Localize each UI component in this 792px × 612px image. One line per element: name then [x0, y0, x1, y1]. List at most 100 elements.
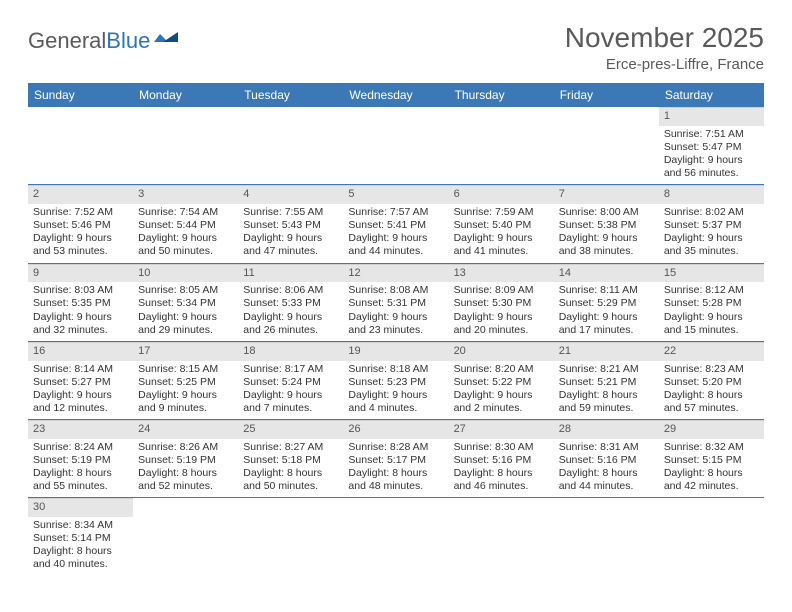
daylight-text-2: and 41 minutes.: [454, 245, 549, 258]
day-cell: 20 Sunrise: 8:20 AMSunset: 5:22 PMDayligh…: [449, 342, 554, 419]
day-number: 27: [449, 420, 554, 439]
day-header-monday: Monday: [133, 83, 238, 107]
day-number: 7: [554, 185, 659, 204]
logo: GeneralBlue: [28, 28, 180, 54]
sunset-text: Sunset: 5:47 PM: [664, 141, 759, 154]
sunset-text: Sunset: 5:46 PM: [33, 219, 128, 232]
sunset-text: Sunset: 5:28 PM: [664, 297, 759, 310]
day-number: 21: [554, 342, 659, 361]
day-cell: [133, 498, 238, 575]
daylight-text-2: and 2 minutes.: [454, 402, 549, 415]
day-cell: 26Sunrise: 8:28 AMSunset: 5:17 PMDayligh…: [343, 420, 448, 497]
sunrise-text: Sunrise: 8:27 AM: [243, 441, 338, 454]
day-cell: 7Sunrise: 8:00 AMSunset: 5:38 PMDaylight…: [554, 185, 659, 262]
day-number: 2: [28, 185, 133, 204]
page-header: GeneralBlue November 2025 Erce-pres-Liff…: [28, 22, 764, 73]
sunrise-text: Sunrise: 8:03 AM: [33, 284, 128, 297]
day-content: Sunrise: 8:21 AMSunset: 5:21 PMDaylight:…: [554, 361, 659, 420]
sunset-text: Sunset: 5:20 PM: [664, 376, 759, 389]
sunrise-text: Sunrise: 8:34 AM: [33, 519, 128, 532]
day-number: 20: [449, 342, 554, 361]
daylight-text: Daylight: 9 hours: [348, 232, 443, 245]
daylight-text: Daylight: 9 hours: [454, 311, 549, 324]
day-cell: 9Sunrise: 8:03 AMSunset: 5:35 PMDaylight…: [28, 264, 133, 341]
day-number: 26: [343, 420, 448, 439]
weeks-container: 1Sunrise: 7:51 AMSunset: 5:47 PMDaylight…: [28, 107, 764, 576]
location-text: Erce-pres-Liffre, France: [565, 56, 764, 73]
sunset-text: Sunset: 5:44 PM: [138, 219, 233, 232]
day-header-friday: Friday: [554, 83, 659, 107]
daylight-text-2: and 40 minutes.: [33, 558, 128, 571]
day-number: 3: [133, 185, 238, 204]
daylight-text-2: and 50 minutes.: [138, 245, 233, 258]
daylight-text: Daylight: 9 hours: [33, 311, 128, 324]
day-cell: [238, 107, 343, 184]
day-content: Sunrise: 7:52 AMSunset: 5:46 PMDaylight:…: [28, 204, 133, 263]
day-cell: 28Sunrise: 8:31 AMSunset: 5:16 PMDayligh…: [554, 420, 659, 497]
day-number: 12: [343, 264, 448, 283]
sunset-text: Sunset: 5:38 PM: [559, 219, 654, 232]
day-cell: [449, 498, 554, 575]
sunrise-text: Sunrise: 7:51 AM: [664, 128, 759, 141]
daylight-text: Daylight: 9 hours: [559, 311, 654, 324]
sunset-text: Sunset: 5:33 PM: [243, 297, 338, 310]
sunrise-text: Sunrise: 8:15 AM: [138, 363, 233, 376]
sunset-text: Sunset: 5:22 PM: [454, 376, 549, 389]
day-number: 29: [659, 420, 764, 439]
day-content: Sunrise: 8:28 AMSunset: 5:17 PMDaylight:…: [343, 439, 448, 498]
calendar-page: GeneralBlue November 2025 Erce-pres-Liff…: [0, 0, 792, 576]
sunset-text: Sunset: 5:40 PM: [454, 219, 549, 232]
day-cell: 5Sunrise: 7:57 AMSunset: 5:41 PMDaylight…: [343, 185, 448, 262]
daylight-text: Daylight: 8 hours: [664, 389, 759, 402]
sunset-text: Sunset: 5:21 PM: [559, 376, 654, 389]
sunrise-text: Sunrise: 7:59 AM: [454, 206, 549, 219]
day-header-saturday: Saturday: [659, 83, 764, 107]
day-number: 30: [28, 498, 133, 517]
day-cell: 23Sunrise: 8:24 AMSunset: 5:19 PMDayligh…: [28, 420, 133, 497]
day-cell: [343, 107, 448, 184]
daylight-text: Daylight: 8 hours: [559, 389, 654, 402]
daylight-text-2: and 12 minutes.: [33, 402, 128, 415]
day-cell: 14Sunrise: 8:11 AMSunset: 5:29 PMDayligh…: [554, 264, 659, 341]
sunrise-text: Sunrise: 8:20 AM: [454, 363, 549, 376]
sunrise-text: Sunrise: 8:18 AM: [348, 363, 443, 376]
daylight-text: Daylight: 9 hours: [454, 232, 549, 245]
day-number: 22: [659, 342, 764, 361]
daylight-text-2: and 35 minutes.: [664, 245, 759, 258]
daylight-text: Daylight: 9 hours: [454, 389, 549, 402]
sunrise-text: Sunrise: 8:14 AM: [33, 363, 128, 376]
day-number: 17: [133, 342, 238, 361]
week-row: 30Sunrise: 8:34 AMSunset: 5:14 PMDayligh…: [28, 498, 764, 575]
day-cell: 13Sunrise: 8:09 AMSunset: 5:30 PMDayligh…: [449, 264, 554, 341]
sunset-text: Sunset: 5:15 PM: [664, 454, 759, 467]
day-content: Sunrise: 7:51 AMSunset: 5:47 PMDaylight:…: [659, 126, 764, 185]
day-cell: 11Sunrise: 8:06 AMSunset: 5:33 PMDayligh…: [238, 264, 343, 341]
day-number: 5: [343, 185, 448, 204]
week-row: 23Sunrise: 8:24 AMSunset: 5:19 PMDayligh…: [28, 420, 764, 498]
daylight-text: Daylight: 8 hours: [33, 467, 128, 480]
daylight-text-2: and 42 minutes.: [664, 480, 759, 493]
sunrise-text: Sunrise: 8:30 AM: [454, 441, 549, 454]
day-content: Sunrise: 8:11 AMSunset: 5:29 PMDaylight:…: [554, 282, 659, 341]
day-content: Sunrise: 8:18 AMSunset: 5:23 PMDaylight:…: [343, 361, 448, 420]
day-cell: [238, 498, 343, 575]
daylight-text-2: and 52 minutes.: [138, 480, 233, 493]
daylight-text: Daylight: 9 hours: [33, 389, 128, 402]
day-content: Sunrise: 8:03 AMSunset: 5:35 PMDaylight:…: [28, 282, 133, 341]
daylight-text-2: and 26 minutes.: [243, 324, 338, 337]
sunset-text: Sunset: 5:31 PM: [348, 297, 443, 310]
day-content: Sunrise: 8:12 AMSunset: 5:28 PMDaylight:…: [659, 282, 764, 341]
sunrise-text: Sunrise: 7:57 AM: [348, 206, 443, 219]
day-cell: [659, 498, 764, 575]
day-number: 10: [133, 264, 238, 283]
sunset-text: Sunset: 5:14 PM: [33, 532, 128, 545]
sunrise-text: Sunrise: 8:31 AM: [559, 441, 654, 454]
sunset-text: Sunset: 5:30 PM: [454, 297, 549, 310]
day-content: Sunrise: 8:09 AMSunset: 5:30 PMDaylight:…: [449, 282, 554, 341]
day-cell: [554, 498, 659, 575]
day-number: 1: [659, 107, 764, 126]
day-cell: 12Sunrise: 8:08 AMSunset: 5:31 PMDayligh…: [343, 264, 448, 341]
day-number: 25: [238, 420, 343, 439]
sunrise-text: Sunrise: 8:00 AM: [559, 206, 654, 219]
week-row: 9Sunrise: 8:03 AMSunset: 5:35 PMDaylight…: [28, 264, 764, 342]
